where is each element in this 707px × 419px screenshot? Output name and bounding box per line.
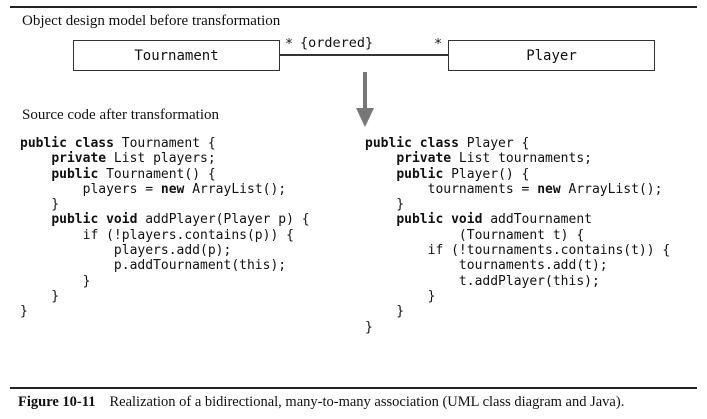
code-line: }	[365, 304, 670, 319]
code-line: tournaments.add(t);	[365, 258, 670, 273]
code-line: public class Player {	[365, 136, 670, 151]
code-text	[365, 212, 396, 227]
code-text: Tournament {	[113, 136, 216, 151]
code-keyword: public	[51, 166, 99, 182]
player-source-code: public class Player { private List tourn…	[365, 136, 670, 335]
code-text: Player {	[458, 136, 530, 151]
code-text: ArrayList();	[184, 181, 287, 197]
player-class-box: Player	[448, 40, 655, 71]
tournament-class-name: Tournament	[134, 47, 219, 64]
code-keyword: private	[396, 151, 452, 167]
ordered-constraint: {ordered}	[300, 35, 374, 51]
code-text: addPlayer(Player p) {	[137, 212, 310, 228]
code-line: players.add(p);	[20, 243, 310, 258]
code-keyword: public class	[20, 136, 114, 151]
code-text: }	[365, 319, 373, 335]
left-multiplicity: *	[285, 36, 294, 52]
code-text: Tournament() {	[98, 166, 216, 182]
player-class-name: Player	[526, 47, 577, 64]
code-line: }	[20, 197, 310, 212]
code-line: public Tournament() {	[20, 167, 310, 182]
code-text: if (!players.contains(p)) {	[20, 227, 294, 243]
code-text: addTournament	[482, 212, 592, 228]
code-line: if (!tournaments.contains(t)) {	[365, 243, 671, 259]
code-text: }	[20, 197, 60, 213]
code-line: private List players;	[20, 151, 310, 166]
code-line: }	[20, 289, 310, 304]
figure-caption: Figure 10-11 Realization of a bidirection…	[18, 394, 624, 411]
code-text	[365, 151, 396, 166]
code-keyword: public void	[51, 212, 138, 228]
transformation-arrow-icon	[356, 72, 374, 127]
code-text: t.addPlayer(this);	[365, 273, 600, 289]
code-text: List tournaments;	[451, 151, 592, 167]
code-line: }	[365, 320, 670, 335]
source-section-label: Source code after transformation	[22, 107, 219, 123]
code-line: players = new ArrayList();	[20, 182, 310, 197]
code-keyword: public	[396, 166, 444, 182]
code-text: players.add(p);	[20, 243, 232, 259]
code-text: }	[20, 288, 60, 304]
code-text: }	[20, 304, 28, 320]
code-line: }	[365, 197, 670, 212]
code-text: List players;	[106, 151, 216, 167]
code-line: public void addTournament	[365, 212, 670, 227]
caption-text: Realization of a bidirectional, many-to-…	[109, 394, 625, 410]
top-rule	[10, 6, 697, 8]
code-text: tournaments =	[365, 181, 538, 197]
code-text	[20, 151, 51, 166]
code-line: private List tournaments;	[365, 151, 670, 166]
bottom-rule	[10, 387, 697, 389]
code-text: ArrayList();	[560, 181, 663, 197]
code-keyword: private	[51, 151, 107, 167]
code-text: tournaments.add(t);	[365, 258, 608, 274]
code-text: }	[365, 304, 405, 320]
code-line: }	[20, 274, 310, 289]
code-text	[20, 167, 51, 182]
code-text: players =	[20, 181, 161, 197]
code-text: }	[20, 273, 91, 289]
code-text: p.addTournament(this);	[20, 258, 287, 274]
code-line: public class Tournament {	[20, 136, 310, 151]
code-line: (Tournament t) {	[365, 228, 670, 243]
code-line: t.addPlayer(this);	[365, 274, 670, 289]
code-text: if (!tournaments.contains(t)) {	[365, 243, 671, 259]
tournament-class-box: Tournament	[73, 40, 280, 71]
code-line: }	[20, 304, 310, 319]
code-text	[20, 212, 51, 227]
model-section-label: Object design model before transformatio…	[22, 13, 281, 29]
code-keyword: public class	[365, 136, 459, 151]
code-text	[365, 167, 396, 182]
code-line: if (!players.contains(p)) {	[20, 228, 310, 243]
figure-number: Figure 10-11	[18, 394, 96, 410]
code-text: }	[365, 288, 436, 304]
right-multiplicity: *	[434, 36, 443, 52]
code-keyword: new	[537, 181, 561, 197]
association-line	[280, 54, 448, 56]
code-text: }	[365, 197, 405, 213]
code-line: p.addTournament(this);	[20, 258, 310, 273]
tournament-source-code: public class Tournament { private List p…	[20, 136, 310, 320]
code-keyword: public void	[396, 212, 483, 228]
code-keyword: new	[160, 181, 185, 197]
code-text: (Tournament t) {	[365, 227, 585, 243]
code-line: tournaments = new ArrayList();	[365, 182, 670, 197]
code-line: public void addPlayer(Player p) {	[20, 212, 310, 228]
code-line: }	[365, 289, 670, 304]
code-text: Player() {	[443, 166, 530, 182]
code-line: public Player() {	[365, 167, 670, 182]
